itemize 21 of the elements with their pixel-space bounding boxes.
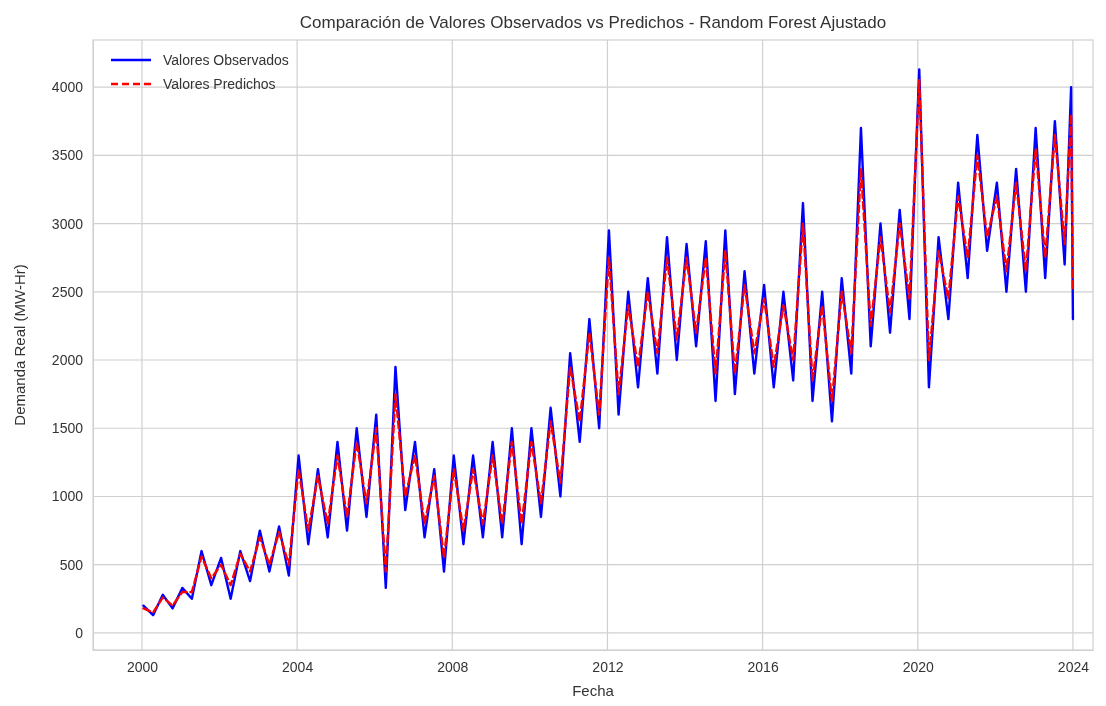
legend-label: Valores Predichos [163, 76, 276, 92]
x-tick-label: 2020 [902, 658, 935, 675]
y-tick-label: 3000 [51, 215, 84, 232]
y-tick-label: 4000 [51, 79, 84, 96]
x-tick-label: 2012 [592, 658, 624, 675]
y-tick-label: 0 [75, 624, 84, 641]
x-tick-label: 2000 [126, 658, 159, 675]
x-tick-label: 2008 [437, 658, 469, 675]
x-tick-label: 2016 [747, 658, 779, 675]
y-tick-label: 3500 [51, 147, 84, 164]
x-tick-label: 2024 [1057, 658, 1090, 675]
y-axis-title: Demanda Real (MW-Hr) [11, 264, 28, 426]
y-tick-label: 2500 [51, 283, 84, 300]
chart-title: Comparación de Valores Observados vs Predichos - Random Forest Ajustado [299, 13, 887, 32]
y-tick-label: 2000 [51, 351, 84, 368]
x-tick-label: 2004 [282, 658, 314, 675]
y-tick-label: 500 [59, 556, 84, 573]
y-tick-label: 1000 [51, 488, 84, 505]
x-axis-title: Fecha [572, 682, 615, 699]
y-tick-label: 1500 [51, 420, 84, 437]
legend-label: Valores Observados [163, 52, 289, 68]
